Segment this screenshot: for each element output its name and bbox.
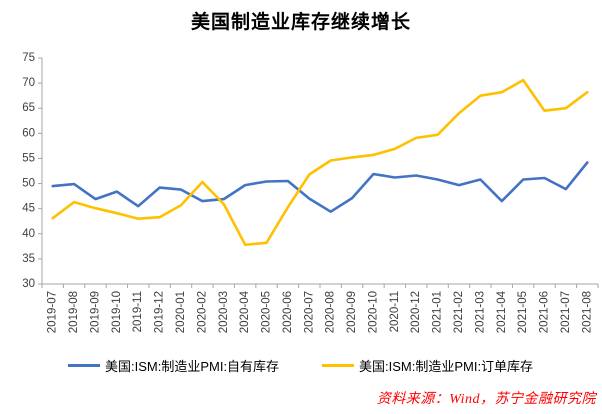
x-tick-label: 2021-07 <box>560 291 572 333</box>
x-tick-label: 2019-11 <box>132 291 144 332</box>
source-attribution: 资料来源：Wind，苏宁金融研究院 <box>376 392 596 407</box>
legend-label: 美国:ISM:制造业PMI:订单库存 <box>359 358 534 374</box>
legend-item-orders: 美国:ISM:制造业PMI:订单库存 <box>322 355 533 375</box>
y-tick-label: 30 <box>22 278 35 290</box>
y-tick-label: 40 <box>22 228 35 240</box>
legend-item-inventory: 美国:ISM:制造业PMI:自有库存 <box>68 355 279 375</box>
y-tick-label: 50 <box>22 178 35 190</box>
chart-legend: 美国:ISM:制造业PMI:自有库存 美国:ISM:制造业PMI:订单库存 <box>0 355 602 375</box>
x-tick-label: 2020-10 <box>367 291 379 333</box>
chart-title: 美国制造业库存继续增长 <box>190 12 411 33</box>
x-tick-label: 2021-03 <box>474 291 486 333</box>
y-tick-label: 60 <box>22 127 35 139</box>
x-tick-label: 2019-12 <box>154 291 166 333</box>
x-tick-label: 2020-06 <box>282 291 294 333</box>
x-tick-label: 2021-08 <box>581 291 593 333</box>
x-tick-label: 2020-05 <box>261 291 273 333</box>
x-tick-label: 2019-09 <box>89 291 101 333</box>
y-tick-label: 35 <box>22 253 35 265</box>
y-tick-label: 45 <box>22 203 35 215</box>
legend-line-swatch-orders <box>322 363 354 367</box>
x-tick-label: 2020-08 <box>325 291 337 333</box>
x-tick-label: 2020-02 <box>196 291 208 333</box>
x-tick-label: 2021-02 <box>453 291 465 333</box>
series-line-0 <box>51 161 589 213</box>
legend-label: 美国:ISM:制造业PMI:自有库存 <box>105 358 280 374</box>
x-tick-label: 2019-10 <box>111 291 123 333</box>
x-tick-label: 2020-04 <box>239 290 251 333</box>
x-tick-label: 2021-04 <box>496 290 508 333</box>
x-tick-label: 2021-06 <box>539 291 551 333</box>
x-tick-label: 2019-08 <box>68 291 80 333</box>
legend-line-swatch-inventory <box>68 363 100 367</box>
x-tick-label: 2020-07 <box>303 291 315 333</box>
x-tick-label: 2019-07 <box>47 291 59 333</box>
y-tick-label: 75 <box>22 52 35 64</box>
x-tick-label: 2020-03 <box>218 291 230 333</box>
line-chart: 30 35 40 45 50 55 60 65 70 75 2019-07 2019-08 2019-0… <box>22 52 599 333</box>
x-tick-label: 2021-05 <box>517 291 529 333</box>
y-tick-label: 65 <box>22 102 35 114</box>
x-tick-label: 2021-01 <box>432 291 444 333</box>
series-line-1 <box>51 78 589 247</box>
x-tick-label: 2020-01 <box>175 291 187 333</box>
x-tick-label: 2020-11 <box>389 291 401 332</box>
x-tick-label: 2020-12 <box>410 291 422 333</box>
y-tick-label: 70 <box>22 77 35 89</box>
y-tick-label: 55 <box>22 152 35 164</box>
x-tick-label: 2020-09 <box>346 291 358 333</box>
